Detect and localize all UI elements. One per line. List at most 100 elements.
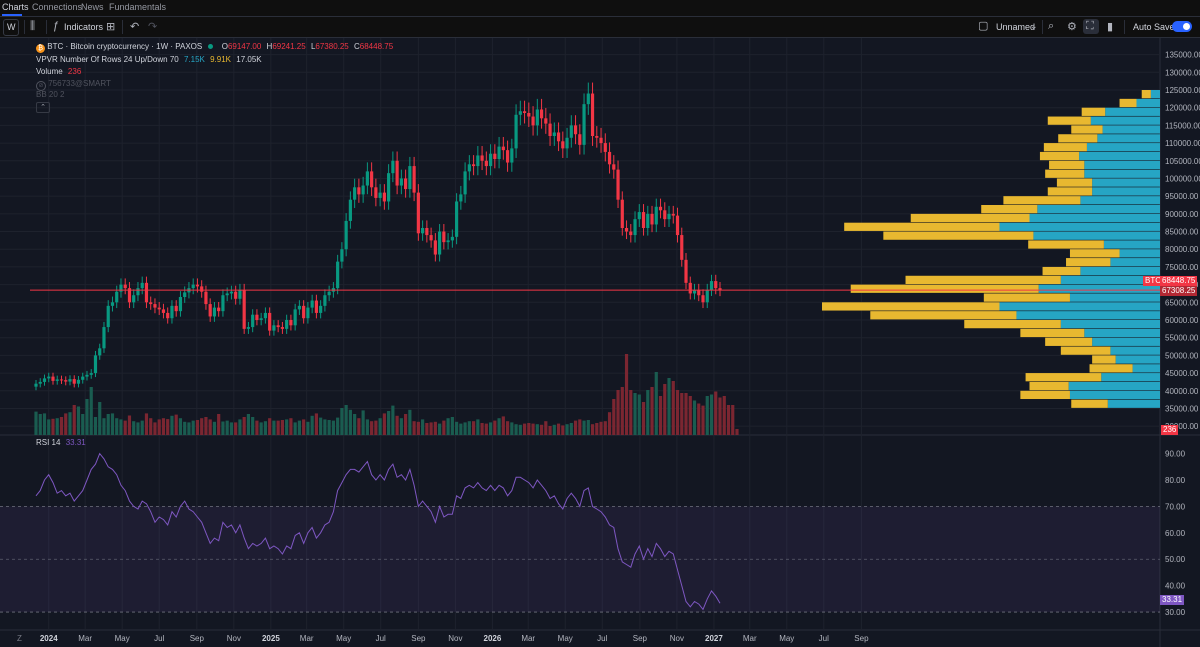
volume-bar <box>55 418 59 435</box>
active-tab-indicator <box>2 14 22 16</box>
candle-body <box>157 307 161 310</box>
volume-bar <box>42 413 47 435</box>
bb-legend[interactable]: BB 20 2 <box>36 90 64 99</box>
candle-body <box>675 215 680 236</box>
tab-fundamentals[interactable]: Fundamentals <box>109 2 167 12</box>
vpvr-up-bar <box>1069 390 1160 400</box>
volume-bar <box>620 387 624 435</box>
volume-bar <box>102 418 106 435</box>
volume-bar <box>144 413 149 435</box>
vpvr-down-bar <box>850 284 1039 293</box>
time-tick-label: Jul <box>819 634 829 643</box>
script-legend[interactable]: ⊘ 756733@SMART <box>36 79 111 91</box>
vpvr-up-bar <box>1110 258 1160 267</box>
vpvr-up-bar <box>1136 98 1160 108</box>
volume-bar <box>387 411 391 435</box>
symbol-title[interactable]: BTC · Bitcoin cryptocurrency · 1W · PAXO… <box>47 42 203 51</box>
candle-body <box>259 318 263 320</box>
candle-body <box>323 295 327 306</box>
candle-body <box>459 194 463 202</box>
tab-news[interactable]: News <box>81 2 104 12</box>
high-value: 69241.25 <box>272 42 306 51</box>
vpvr-up-bar <box>1080 196 1160 205</box>
volume-bar <box>353 414 357 435</box>
tab-connections[interactable]: Connections <box>32 2 83 12</box>
candle-body <box>527 113 531 117</box>
candle-body <box>641 212 646 228</box>
volume-bar <box>667 378 671 435</box>
low-value: 67380.25 <box>315 42 349 51</box>
vpvr-down-bar <box>1056 178 1093 187</box>
candle-body <box>85 374 89 377</box>
snapshot-bars-icon[interactable]: ▮ <box>1107 21 1114 33</box>
rsi-legend[interactable]: RSI 14 33.31 <box>36 438 86 447</box>
collapse-legend-button[interactable]: ⌃ <box>36 102 50 113</box>
undo-icon[interactable]: ↶ <box>130 21 140 33</box>
candle-style-icon[interactable]: ⫼ <box>30 20 36 32</box>
vpvr-up-bar <box>1080 266 1160 276</box>
volume-bar <box>556 423 561 435</box>
autosave-toggle[interactable] <box>1172 21 1192 32</box>
settings-gear-icon[interactable]: ⚙ <box>1067 21 1077 33</box>
time-tick-label: Jul <box>376 634 386 643</box>
layout-name[interactable]: Unnamed <box>996 22 1036 32</box>
candle-body <box>633 219 637 236</box>
interval-button[interactable]: W <box>3 19 19 36</box>
volume-bar <box>408 409 412 435</box>
quick-search-icon[interactable]: ⌕ <box>1048 20 1055 32</box>
indicators-button[interactable]: Indicators <box>64 22 104 32</box>
candle-body <box>552 132 556 136</box>
candle-body <box>212 307 217 317</box>
price-tick-label: 50000.00 <box>1165 351 1199 360</box>
vpvr-down-bar <box>1092 355 1116 364</box>
vpvr-legend[interactable]: VPVR Number Of Rows 24 Up/Down 70 7.15K … <box>36 55 262 64</box>
volume-bar <box>327 420 331 435</box>
chevron-down-icon[interactable]: ⌄ <box>1030 21 1038 31</box>
candle-body <box>382 192 386 202</box>
candle-body <box>590 93 595 136</box>
candle-body <box>497 146 501 159</box>
chart-canvas[interactable]: 30000.00 35000.00 40000.00 45000.00 50000.00… <box>0 38 1200 647</box>
volume-bar <box>467 421 471 435</box>
volume-bar <box>697 403 701 435</box>
volume-legend[interactable]: Volume 236 <box>36 67 81 76</box>
candle-body <box>697 289 701 296</box>
redo-icon[interactable]: ↷ <box>148 21 158 33</box>
candle-body <box>446 240 450 243</box>
volume-bar <box>425 423 429 435</box>
candle-body <box>531 116 535 126</box>
fullscreen-button[interactable]: ⛶ <box>1083 19 1099 34</box>
indicators-icon[interactable]: ƒ <box>53 20 60 32</box>
rsi-tick-label: 80.00 <box>1165 476 1186 485</box>
volume-bar <box>455 421 459 435</box>
vpvr-up-bar <box>1132 364 1160 373</box>
volume-bar <box>319 417 323 435</box>
volume-bar <box>714 391 718 435</box>
vpvr-up-bar <box>1084 169 1160 178</box>
rsi-label: RSI 14 <box>36 438 61 447</box>
volume-bar <box>204 417 208 435</box>
candle-body <box>586 93 590 105</box>
candle-body <box>59 379 64 381</box>
templates-icon[interactable]: ⊞ <box>106 21 116 33</box>
volume-bar <box>535 424 539 435</box>
volume-bar <box>170 415 174 435</box>
vpvr-up-bar <box>1068 381 1160 391</box>
vpvr-up-bar <box>1092 178 1160 187</box>
vpvr-down-bar <box>1003 196 1081 205</box>
vpvr-up-bar <box>1084 328 1160 338</box>
toolbar-divider <box>24 20 25 34</box>
vpvr-down-bar <box>1020 328 1085 338</box>
volume-bar <box>38 414 42 435</box>
layout-square-icon[interactable]: ▢ <box>978 20 989 32</box>
time-tick-label: Nov <box>227 634 241 643</box>
candle-body <box>81 376 85 380</box>
vpvr-up-bar <box>1150 90 1160 99</box>
candle-body <box>106 305 110 328</box>
volume-bar <box>658 396 663 435</box>
volume-bar <box>688 396 692 435</box>
volume-bar <box>518 424 522 435</box>
tab-charts[interactable]: Charts <box>2 2 29 12</box>
bitcoin-logo-icon: ₿ <box>36 44 45 53</box>
candle-body <box>319 305 323 313</box>
